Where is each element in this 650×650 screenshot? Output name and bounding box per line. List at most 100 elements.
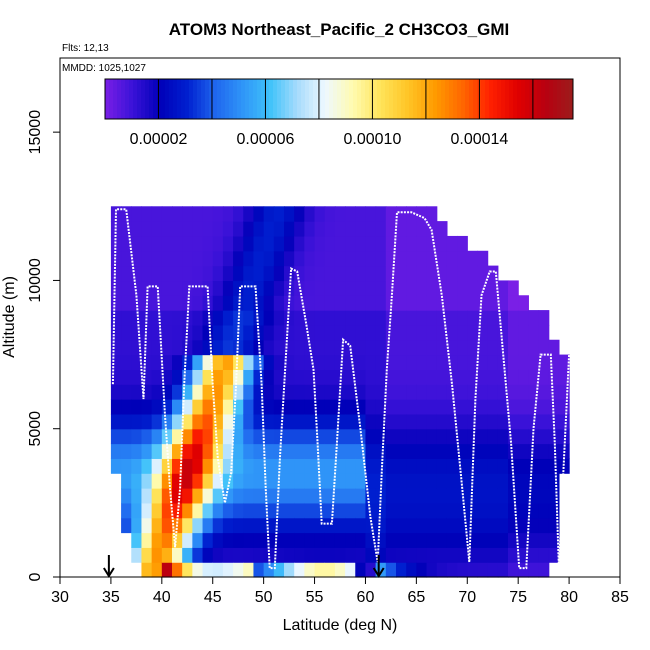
- heatmap-cell: [416, 547, 428, 563]
- heatmap-cell: [355, 488, 367, 504]
- heatmap-cell: [446, 458, 458, 474]
- heatmap-cell: [263, 384, 275, 400]
- heatmap-cell: [273, 354, 285, 370]
- heatmap-cell: [426, 369, 438, 385]
- heatmap-cell: [273, 235, 285, 252]
- heatmap-cell: [487, 428, 499, 445]
- heatmap-cell: [436, 310, 448, 326]
- heatmap-cell: [253, 473, 265, 489]
- heatmap-cell: [253, 502, 265, 519]
- heatmap-cell: [416, 369, 428, 385]
- heatmap-cell: [182, 221, 193, 237]
- heatmap-cell: [538, 443, 550, 459]
- heatmap-cell: [243, 250, 255, 267]
- heatmap-cell: [518, 517, 529, 534]
- colorbar-segment: [417, 79, 422, 119]
- heatmap-cell: [457, 280, 468, 296]
- colorbar-segment: [521, 79, 526, 119]
- heatmap-cell: [314, 324, 326, 341]
- colorbar-segment: [257, 79, 262, 119]
- heatmap-cell: [518, 295, 529, 311]
- flights-label: Flts: 12,13: [62, 43, 109, 54]
- heatmap-cell: [110, 399, 122, 415]
- heatmap-cell: [182, 443, 193, 459]
- heatmap-cell: [334, 384, 346, 400]
- colorbar-segment: [545, 79, 550, 119]
- heatmap-cell: [528, 399, 540, 415]
- heatmap-cell: [172, 221, 183, 237]
- heatmap-cell: [406, 473, 417, 489]
- colorbar-segment: [161, 79, 166, 119]
- heatmap-cell: [212, 354, 224, 370]
- heatmap-cell: [263, 413, 275, 430]
- heatmap-cell: [345, 517, 356, 534]
- colorbar-segment: [145, 79, 150, 119]
- heatmap-cell: [212, 221, 224, 237]
- heatmap-cell: [110, 443, 122, 459]
- heatmap-cell: [548, 502, 560, 519]
- heatmap-cell: [172, 369, 183, 385]
- colorbar-segment: [209, 79, 214, 119]
- colorbar-segment: [217, 79, 222, 119]
- heatmap-cell: [121, 280, 132, 296]
- heatmap-cell: [406, 488, 417, 504]
- heatmap-cell: [121, 473, 132, 489]
- heatmap-cell: [253, 562, 265, 578]
- heatmap-cell: [263, 339, 275, 356]
- heatmap-cell: [314, 399, 326, 415]
- colorbar-segment: [373, 79, 378, 119]
- colorbar-segment: [425, 79, 430, 119]
- heatmap-cell: [314, 562, 326, 578]
- heatmap-cell: [508, 324, 519, 341]
- heatmap-cell: [243, 399, 255, 415]
- heatmap-cell: [304, 310, 316, 326]
- heatmap-cell: [446, 399, 458, 415]
- heatmap-cell: [487, 384, 499, 400]
- heatmap-cell: [487, 532, 499, 548]
- heatmap-cell: [304, 265, 316, 282]
- colorbar-segment: [501, 79, 506, 119]
- heatmap-cell: [518, 547, 529, 563]
- heatmap-cell: [446, 369, 458, 385]
- colorbar-segment: [489, 79, 494, 119]
- heatmap-cell: [121, 369, 132, 385]
- heatmap-cell: [426, 354, 438, 370]
- heatmap-cell: [406, 280, 417, 296]
- heatmap-cell: [192, 502, 204, 519]
- heatmap-cell: [304, 413, 316, 430]
- heatmap-cell: [375, 310, 387, 326]
- colorbar-segment: [517, 79, 522, 119]
- heatmap-cell: [548, 517, 560, 534]
- heatmap-cell: [396, 235, 407, 252]
- heatmap-cell: [385, 369, 397, 385]
- heatmap-cell: [446, 280, 458, 296]
- heatmap-cell: [212, 339, 224, 356]
- heatmap-cell: [467, 517, 479, 534]
- heatmap-cell: [294, 369, 305, 385]
- heatmap-cell: [345, 369, 356, 385]
- heatmap-cell: [202, 562, 214, 578]
- heatmap-cell: [131, 339, 143, 356]
- heatmap-cell: [548, 428, 560, 445]
- heatmap-cell: [457, 339, 468, 356]
- heatmap-cell: [508, 413, 519, 430]
- colorbar-segment: [349, 79, 354, 119]
- heatmap-cell: [365, 547, 377, 563]
- heatmap-cell: [131, 324, 143, 341]
- x-tick-label: 65: [407, 589, 425, 606]
- heatmap-cell: [294, 443, 305, 459]
- heatmap-cell: [273, 532, 285, 548]
- heatmap-cell: [416, 354, 428, 370]
- heatmap-cell: [222, 399, 234, 415]
- heatmap-cell: [263, 235, 275, 252]
- heatmap-cell: [518, 428, 529, 445]
- heatmap-cell: [334, 473, 346, 489]
- colorbar-segment: [565, 79, 570, 119]
- heatmap-cell: [131, 443, 143, 459]
- heatmap-cell: [141, 206, 153, 222]
- heatmap-cell: [487, 265, 499, 282]
- heatmap-cell: [467, 547, 479, 563]
- heatmap-cell: [253, 384, 265, 400]
- heatmap-cell: [508, 280, 519, 296]
- heatmap-cell: [396, 458, 407, 474]
